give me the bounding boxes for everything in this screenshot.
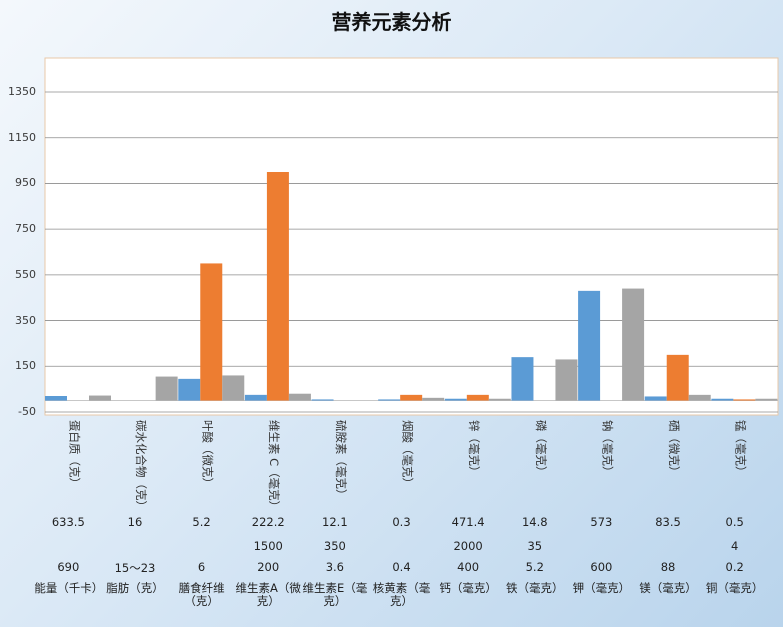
y-tick-label: 750	[15, 222, 36, 236]
bar	[89, 395, 111, 401]
bar	[488, 398, 511, 401]
table-cell: 200	[257, 560, 280, 574]
table-cell: 222.2	[251, 515, 285, 529]
plot-area	[44, 57, 779, 416]
y-tick-label: 950	[15, 176, 36, 190]
y-tick-label: 350	[15, 313, 36, 327]
x-tick-label: 硫胺素（毫克）	[334, 420, 348, 501]
table-cell: 膳食纤维（克）	[178, 581, 225, 608]
x-tick-label: 锰（毫克）	[734, 420, 748, 478]
table-cell: 471.4	[451, 515, 485, 529]
bar	[400, 394, 423, 401]
table-cell: 核黄素（毫克）	[372, 581, 431, 608]
table-cell: 3.6	[325, 560, 344, 574]
table-cell: 350	[323, 539, 346, 553]
bar	[288, 393, 311, 401]
table-cell: 600	[590, 560, 613, 574]
table-cell: 铜（毫克）	[705, 581, 764, 595]
bars	[45, 172, 778, 401]
x-tick-label: 烟酸（毫克）	[401, 420, 415, 489]
bar	[466, 394, 489, 401]
bar	[644, 396, 667, 401]
x-tick-label: 钠（毫克）	[600, 420, 614, 478]
bar	[178, 378, 201, 401]
x-tick-label: 叶酸（微克）	[201, 420, 215, 489]
table-cell: 1500	[253, 539, 283, 553]
bar	[622, 288, 645, 401]
bar	[755, 398, 778, 401]
bar	[266, 172, 289, 401]
table-cell: 12.1	[322, 515, 348, 529]
bar	[200, 263, 223, 401]
x-tick-label: 锌（毫克）	[467, 420, 481, 478]
bar	[733, 399, 756, 401]
y-tick-label: 1350	[8, 85, 36, 98]
bar	[511, 357, 534, 401]
table-cell: 400	[457, 560, 480, 574]
table-cell: 0.3	[392, 515, 411, 529]
table-cell: 镁（毫克）	[639, 581, 697, 595]
bar	[444, 398, 467, 401]
bar	[555, 359, 578, 401]
table-cell: 14.8	[521, 515, 548, 529]
x-tick-label: 蛋白质（克）	[67, 420, 81, 489]
table-cell: 6	[197, 560, 206, 574]
table-cell: 能量（千卡）	[34, 581, 104, 595]
table-cell: 690	[57, 560, 80, 574]
x-tick-label: 维生素 C（毫克）	[267, 420, 281, 512]
bar	[378, 399, 401, 401]
x-tick-label: 碳水化合物（克）	[134, 420, 148, 512]
table-cell: 0.4	[392, 560, 411, 574]
table-cell: 83.5	[655, 515, 681, 529]
table-cell: 573	[590, 515, 613, 529]
bar	[222, 375, 245, 401]
bar	[155, 376, 178, 401]
table-cell: 0.5	[725, 515, 744, 529]
table-cell: 88	[660, 560, 676, 574]
table-cell: 钾（毫克）	[572, 581, 631, 595]
y-tick-label: 150	[15, 359, 36, 373]
bar	[422, 397, 445, 401]
bar	[688, 394, 711, 401]
y-tick-label: 1150	[8, 130, 36, 144]
table-cell: 脂肪（克）	[106, 581, 164, 595]
table-cell: 维生素E（毫克）	[302, 581, 368, 608]
table-cell: 2000	[453, 539, 483, 553]
bar	[711, 398, 734, 401]
bar	[244, 394, 267, 401]
bar	[45, 396, 67, 401]
table-cell: 5.2	[525, 560, 544, 574]
table-cell: 633.5	[51, 515, 85, 529]
bar	[666, 354, 689, 401]
gridlines	[45, 91, 778, 413]
x-tick-label: 磷（毫克）	[534, 420, 548, 478]
table-cell: 4	[731, 539, 739, 553]
x-tick-labels: 蛋白质（克） 碳水化合物（克） 叶酸（微克） 维生素 C（毫克） 硫胺素（毫克） 烟酸（毫…	[67, 420, 747, 512]
chart-title: 营养元素分析	[331, 10, 452, 34]
table-cell: 钙（毫克）	[439, 581, 497, 595]
table-cell: 15～23	[114, 561, 156, 575]
table-cell: 维生素A（微克）	[235, 581, 301, 608]
bar	[311, 399, 334, 401]
bar	[578, 290, 601, 401]
y-tick-label: 550	[15, 267, 36, 281]
table-cell: 16	[127, 515, 143, 529]
y-tick-label: -50	[18, 405, 36, 418]
table-cell: 0.2	[725, 560, 744, 574]
table-cell: 35	[527, 539, 543, 553]
x-tick-label: 硒（微克）	[667, 420, 681, 478]
table-cell: 5.2	[192, 515, 211, 529]
table-cell: 铁（毫克）	[506, 581, 564, 595]
